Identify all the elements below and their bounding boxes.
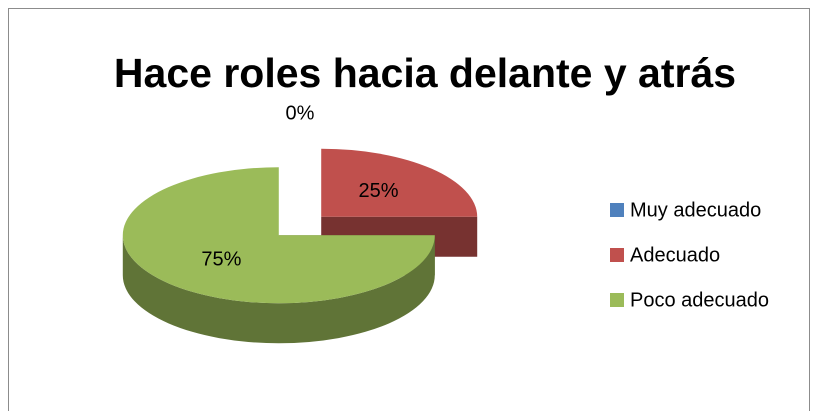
data-label: 25% [359,180,399,202]
legend-swatch [610,293,624,307]
legend-label: Poco adecuado [630,289,769,311]
legend-label: Adecuado [630,244,720,266]
slice-side [122,235,435,344]
chart-title: Hace roles hacia delante y atrás [114,50,736,96]
slice [122,167,435,304]
data-label: 75% [201,249,241,271]
slice [321,148,478,217]
data-label: 0% [286,103,315,125]
legend-swatch [610,203,624,217]
legend-swatch [610,248,624,262]
legend-label: Muy adecuado [630,199,761,221]
